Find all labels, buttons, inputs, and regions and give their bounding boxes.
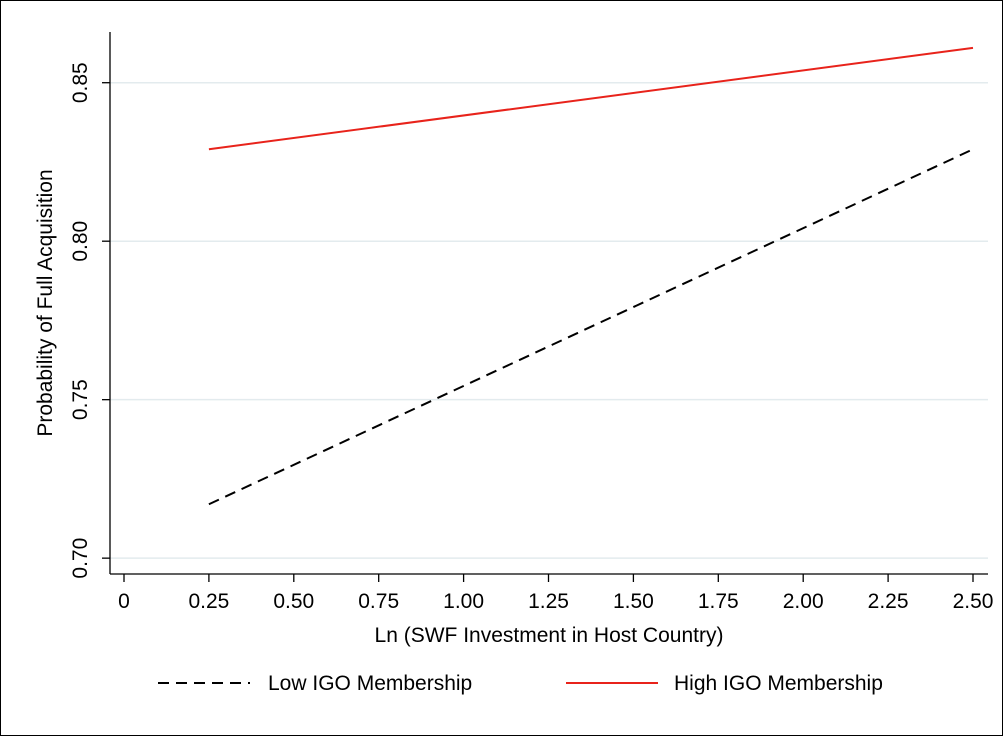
y-axis-title: Probability of Full Acquisition (34, 169, 57, 436)
y-tick-label: 0.85 (69, 62, 92, 103)
x-tick-label: 2.25 (868, 590, 909, 613)
x-tick-label: 1.00 (443, 590, 484, 613)
low-igo-membership-line (208, 148, 974, 506)
legend: Low IGO Membership High IGO Membership (158, 672, 883, 695)
x-tick-label: 0.25 (188, 590, 229, 613)
x-tick-label: 2.50 (953, 590, 994, 613)
gridlines (110, 81, 988, 559)
y-tick-label: 0.70 (69, 538, 92, 579)
x-tick-label: 0.75 (358, 590, 399, 613)
x-tick-label: 0.50 (273, 590, 314, 613)
x-tick-label: 1.50 (613, 590, 654, 613)
legend-label: Low IGO Membership (268, 672, 472, 695)
x-axis-ticks: 0 0.25 0.50 0.75 1.00 1.25 1.50 1.75 2.00 2.25 2.5… (118, 574, 993, 613)
x-axis-title: Ln (SWF Investment in Host Country) (375, 624, 724, 647)
y-tick-label: 0.80 (69, 221, 92, 262)
x-tick-label: 1.75 (698, 590, 739, 613)
y-axis-ticks: 0.70 0.75 0.80 0.85 (69, 62, 110, 579)
high-igo-membership-line (208, 46, 974, 151)
y-tick-label: 0.75 (69, 379, 92, 420)
series-layer (208, 46, 974, 506)
x-tick-label: 0 (118, 590, 130, 613)
legend-label: High IGO Membership (674, 672, 883, 695)
x-tick-label: 2.00 (783, 590, 824, 613)
x-tick-label: 1.25 (528, 590, 569, 613)
